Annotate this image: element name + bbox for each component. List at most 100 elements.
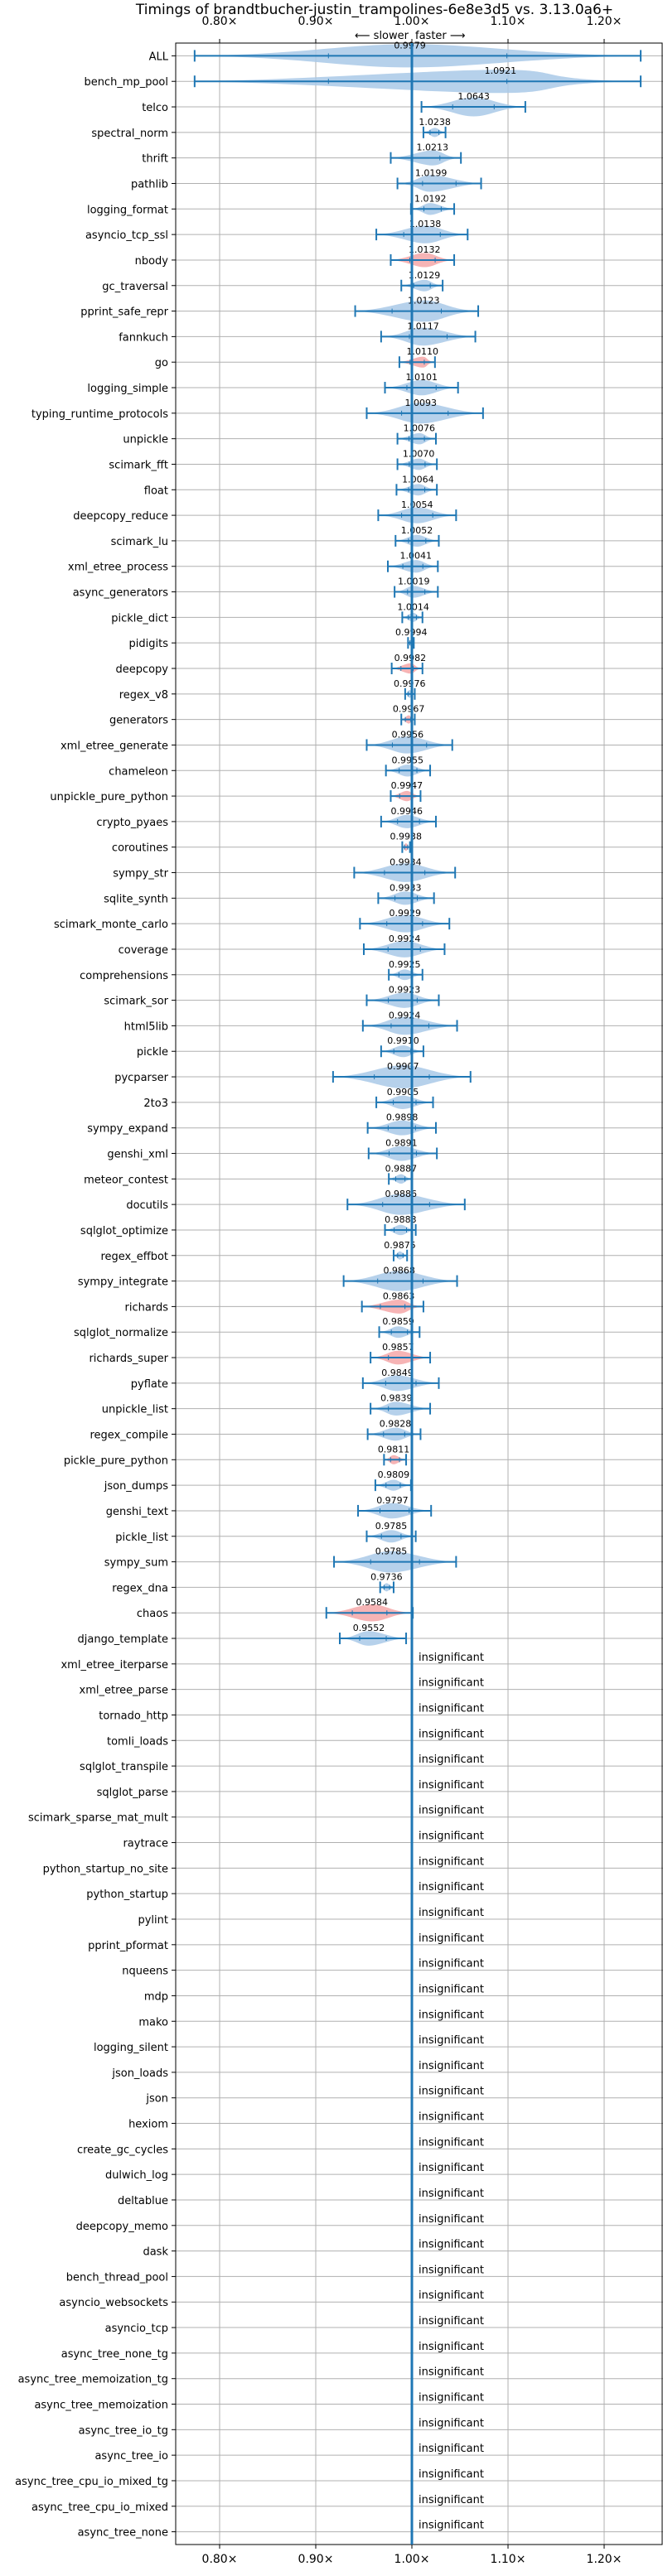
insignificant-label: insignificant <box>419 2443 484 2455</box>
insignificant-label: insignificant <box>419 1805 484 1817</box>
benchmark-label: async_tree_memoization <box>34 2400 168 2412</box>
value-label: 0.9736 <box>370 1571 403 1582</box>
value-label: 0.9925 <box>389 959 421 970</box>
value-label: 0.9886 <box>385 1189 418 1199</box>
insignificant-label: insignificant <box>419 1754 484 1766</box>
value-label: 1.0014 <box>397 601 429 612</box>
insignificant-label: insignificant <box>419 1855 484 1868</box>
insignificant-label: insignificant <box>419 1831 484 1843</box>
benchmark-label: deepcopy_memo <box>76 2221 168 2233</box>
value-label: 0.9938 <box>390 832 423 842</box>
benchmark-label: logging_format <box>87 204 168 216</box>
benchmark-label: sympy_expand <box>87 1123 168 1136</box>
benchmark-label: bench_thread_pool <box>66 2271 168 2284</box>
benchmark-label: coroutines <box>112 842 168 855</box>
value-label: 0.9976 <box>394 678 426 689</box>
value-label: 0.9859 <box>382 1316 414 1327</box>
value-label: 1.0064 <box>402 474 434 485</box>
benchmark-label: asyncio_tcp <box>105 2323 168 2335</box>
benchmark-label: genshi_xml <box>107 1149 168 1161</box>
benchmark-label: regex_dna <box>112 1582 168 1594</box>
benchmark-label: dask <box>143 2246 168 2259</box>
value-label: 0.9967 <box>393 704 425 715</box>
benchmark-label: unpickle_pure_python <box>50 791 168 803</box>
benchmark-label: pprint_safe_repr <box>80 306 168 319</box>
insignificant-label: insignificant <box>419 2111 484 2124</box>
benchmark-label: sqlite_synth <box>104 893 168 905</box>
x-tick-label-top: 1.00× <box>394 15 430 28</box>
value-label: 0.9907 <box>387 1061 419 1072</box>
value-label: 0.9839 <box>380 1393 413 1404</box>
value-label: 1.0238 <box>419 117 451 128</box>
insignificant-label: insignificant <box>419 2009 484 2021</box>
faster-direction-label: faster ⟶ <box>415 30 466 42</box>
benchmark-label: xml_etree_generate <box>60 740 168 752</box>
insignificant-label: insignificant <box>419 2315 484 2328</box>
benchmark-label: json_dumps <box>104 1480 168 1493</box>
benchmark-label: docutils <box>126 1199 168 1212</box>
insignificant-label: insignificant <box>419 2136 484 2149</box>
benchmark-label: sqlglot_normalize <box>74 1327 168 1339</box>
insignificant-label: insignificant <box>419 1677 484 1690</box>
value-label: 1.0199 <box>415 167 448 178</box>
benchmark-label: scimark_monte_carlo <box>54 919 168 931</box>
benchmark-label: async_tree_io <box>94 2450 168 2463</box>
benchmark-label: richards <box>125 1301 169 1314</box>
insignificant-label: insignificant <box>419 1958 484 1971</box>
value-label: 1.0052 <box>401 525 433 536</box>
x-tick-label-top: 1.10× <box>491 15 526 28</box>
benchmark-label: pycparser <box>114 1072 168 1084</box>
value-label: 0.9910 <box>387 1035 419 1046</box>
benchmark-label: gc_traversal <box>102 281 168 293</box>
value-label: 1.0019 <box>398 576 430 587</box>
benchmark-label: generators <box>109 715 168 727</box>
insignificant-label: insignificant <box>419 2341 484 2353</box>
value-label: 0.9797 <box>376 1495 409 1506</box>
value-label: 1.0110 <box>407 346 439 357</box>
value-label: 1.0132 <box>409 244 441 255</box>
value-label: 0.9875 <box>384 1240 416 1251</box>
insignificant-label: insignificant <box>419 2468 484 2481</box>
value-label: 1.0041 <box>400 551 433 562</box>
value-label: 0.9955 <box>392 755 424 765</box>
benchmark-label: comprehensions <box>80 970 168 982</box>
benchmark-label: mako <box>138 2016 168 2028</box>
benchmark-label: async_tree_cpu_io_mixed_tg <box>15 2476 168 2488</box>
benchmark-label: json_loads <box>111 2067 168 2080</box>
value-label: 0.9923 <box>389 985 421 996</box>
value-label: 1.0070 <box>403 448 435 459</box>
value-label: 1.0213 <box>416 142 448 153</box>
x-tick-label-top: 0.80× <box>202 15 238 28</box>
benchmark-label: ALL <box>149 51 169 63</box>
insignificant-label: insignificant <box>419 1983 484 1995</box>
benchmark-label: regex_effbot <box>100 1251 168 1263</box>
insignificant-label: insignificant <box>419 2162 484 2174</box>
benchmark-label: nbody <box>135 255 169 268</box>
benchmark-label: scimark_fft <box>109 459 168 471</box>
benchmark-label: float <box>144 485 168 497</box>
insignificant-label: insignificant <box>419 2034 484 2047</box>
insignificant-label: insignificant <box>419 1728 484 1740</box>
benchmark-label: sqlglot_parse <box>97 1787 168 1799</box>
insignificant-label: insignificant <box>419 1907 484 1919</box>
benchmark-label: xml_etree_iterparse <box>60 1659 168 1672</box>
benchmark-label: scimark_lu <box>111 536 168 548</box>
benchmark-label: mdp <box>144 1990 168 2003</box>
x-tick-label-bottom: 1.20× <box>587 2553 622 2566</box>
insignificant-label: insignificant <box>419 2289 484 2302</box>
benchmark-label: hexiom <box>128 2119 168 2131</box>
value-label: 0.9584 <box>356 1597 388 1608</box>
insignificant-label: insignificant <box>419 2366 484 2379</box>
value-label: 0.9898 <box>386 1112 419 1123</box>
benchmark-label: xml_etree_parse <box>80 1685 168 1697</box>
value-label: 1.0921 <box>485 65 517 76</box>
benchmark-label: django_template <box>78 1633 168 1646</box>
insignificant-label: insignificant <box>419 2239 484 2251</box>
benchmark-label: raytrace <box>123 1838 168 1850</box>
value-label: 0.9929 <box>390 908 422 919</box>
benchmark-label: tomli_loads <box>107 1735 168 1748</box>
value-label: 0.9933 <box>390 882 422 893</box>
value-label: 0.9828 <box>380 1418 412 1429</box>
insignificant-label: insignificant <box>419 2060 484 2072</box>
benchmark-label: pyflate <box>131 1378 168 1391</box>
